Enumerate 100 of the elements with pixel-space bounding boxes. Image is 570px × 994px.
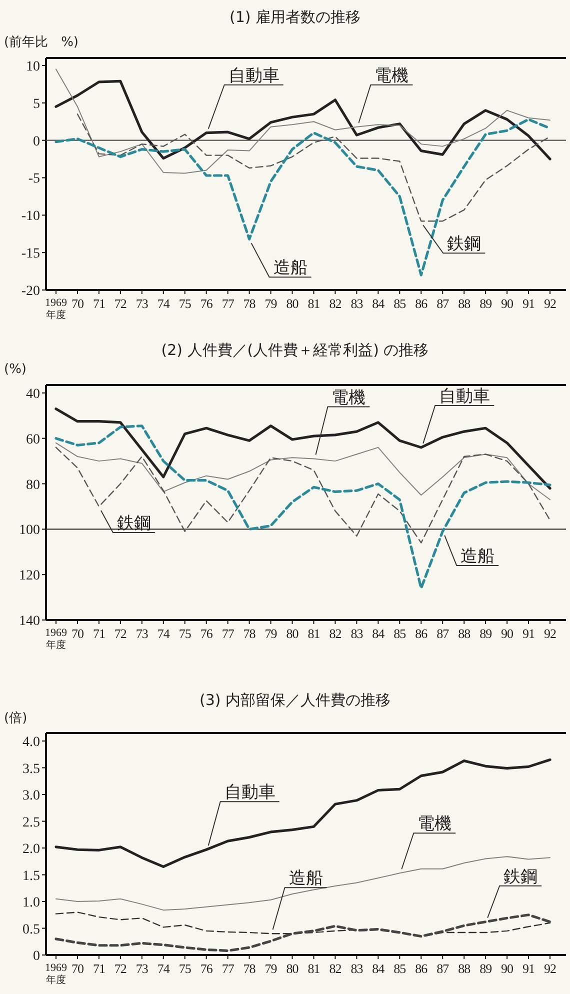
y-axis-title: (前年比 %) bbox=[4, 35, 78, 50]
series-label: 自動車 bbox=[228, 66, 280, 86]
x-tick-label: 76 bbox=[200, 626, 214, 641]
series-label: 自動車 bbox=[439, 386, 490, 406]
x-tick-label: 70 bbox=[71, 296, 84, 311]
y-tick-label: 60 bbox=[26, 432, 40, 448]
x-tick-label: 84 bbox=[372, 626, 386, 641]
y-tick-label: 100 bbox=[19, 523, 40, 538]
line-series bbox=[54, 424, 552, 590]
x-tick-label: 73 bbox=[136, 961, 148, 976]
x-tick-label: 79 bbox=[264, 296, 277, 311]
x-tick-label: 88 bbox=[458, 626, 470, 641]
x-tick-label: 76 bbox=[200, 296, 214, 311]
x-tick-label: 88 bbox=[458, 296, 470, 311]
x-tick-label: 80 bbox=[286, 961, 298, 976]
x-tick-label: 75 bbox=[178, 961, 191, 976]
line-series bbox=[54, 914, 552, 952]
x-tick-label: 90 bbox=[501, 961, 514, 976]
y-tick-label: 140 bbox=[19, 614, 40, 629]
x-tick-label: 79 bbox=[264, 961, 277, 976]
x-tick-label: 80 bbox=[286, 296, 298, 311]
text: 造船 bbox=[288, 868, 323, 889]
x-tick-label: 70 bbox=[71, 961, 84, 976]
x-tick-label: 81 bbox=[308, 961, 320, 976]
x-tick-label: 76 bbox=[200, 961, 214, 976]
x-tick-label: 70 bbox=[71, 626, 84, 641]
line-series bbox=[56, 856, 550, 911]
x-tick-label: 92 bbox=[544, 296, 556, 311]
x-tick-label: 71 bbox=[92, 961, 105, 976]
x-tick-label: 1969年度 bbox=[45, 297, 68, 321]
y-tick-label: 10 bbox=[26, 59, 40, 74]
line-series bbox=[56, 68, 550, 174]
line-series bbox=[56, 442, 550, 500]
x-tick-label: 77 bbox=[222, 626, 235, 641]
y-tick-label: 1.0 bbox=[22, 896, 40, 911]
x-tick-label: 83 bbox=[350, 626, 363, 641]
line-series bbox=[54, 758, 552, 868]
y-tick-label: 80 bbox=[26, 478, 40, 493]
y-tick-label: 5 bbox=[33, 96, 40, 112]
chart-title: (2) 人件費／(人件費＋経常利益) の推移 bbox=[161, 341, 429, 359]
y-tick-label: 0.5 bbox=[22, 922, 40, 938]
x-tick-label: 89 bbox=[480, 296, 492, 311]
x-tick-label: 92 bbox=[544, 961, 556, 976]
x-tick-label: 86 bbox=[415, 626, 428, 641]
y-tick-label: 2.0 bbox=[22, 842, 40, 858]
series-label: 鉄鋼 bbox=[116, 513, 151, 534]
x-tick-label: 71 bbox=[92, 626, 105, 641]
y-tick-label: 0 bbox=[33, 134, 40, 150]
x-tick-label: 90 bbox=[501, 626, 514, 641]
x-tick-label: 73 bbox=[136, 296, 148, 311]
x-tick-label: 90 bbox=[501, 296, 514, 311]
text: 電機 bbox=[332, 388, 366, 408]
x-tick-label: 89 bbox=[480, 961, 492, 976]
x-tick-label: 88 bbox=[458, 961, 470, 976]
x-tick-label: 82 bbox=[329, 296, 342, 311]
x-tick-label: 72 bbox=[114, 626, 126, 641]
line-series bbox=[55, 446, 551, 544]
x-tick-label: 73 bbox=[136, 626, 148, 641]
y-tick-label: 120 bbox=[19, 568, 40, 584]
x-tick-label: 81 bbox=[308, 626, 320, 641]
x-tick-label: 84 bbox=[372, 961, 386, 976]
y-tick-label: 1.5 bbox=[22, 868, 40, 884]
y-tick-label: 4.0 bbox=[22, 735, 40, 750]
y-tick-label: -5 bbox=[28, 172, 40, 187]
x-tick-label: 77 bbox=[222, 961, 235, 976]
x-tick-label: 83 bbox=[350, 296, 363, 311]
x-tick-label: 91 bbox=[522, 961, 535, 976]
x-tick-label: 85 bbox=[394, 961, 406, 976]
y-axis-title: (倍) bbox=[4, 711, 28, 726]
x-tick-label: 89 bbox=[480, 626, 492, 641]
x-tick-label: 84 bbox=[372, 296, 386, 311]
y-tick-label: -15 bbox=[21, 246, 40, 262]
x-tick-label: 72 bbox=[114, 296, 126, 311]
x-tick-label: 86 bbox=[415, 296, 428, 311]
y-tick-label: -20 bbox=[21, 284, 40, 299]
x-tick-label: 74 bbox=[157, 626, 170, 641]
x-tick-label: 78 bbox=[243, 961, 256, 976]
x-tick-label: 78 bbox=[243, 626, 256, 641]
x-tick-label: 74 bbox=[157, 961, 170, 976]
x-tick-label: 81 bbox=[308, 296, 320, 311]
x-tick-label: 80 bbox=[286, 626, 298, 641]
x-tick-label: 77 bbox=[222, 296, 235, 311]
x-tick-label: 87 bbox=[436, 626, 450, 641]
x-tick-label: 74 bbox=[157, 296, 170, 311]
x-tick-label: 75 bbox=[178, 296, 191, 311]
x-tick-label: 78 bbox=[243, 296, 256, 311]
y-tick-label: 0 bbox=[33, 949, 40, 964]
x-tick-label: 83 bbox=[350, 961, 363, 976]
x-tick-label: 92 bbox=[544, 626, 556, 641]
series-label: 電機 bbox=[418, 814, 452, 834]
x-tick-label: 86 bbox=[415, 961, 428, 976]
line-series bbox=[54, 408, 552, 490]
series-label: 自動車 bbox=[224, 782, 276, 803]
x-tick-label: 1969年度 bbox=[45, 962, 68, 986]
x-tick-label: 79 bbox=[264, 626, 277, 641]
y-tick-label: 40 bbox=[26, 386, 40, 402]
y-tick-label: 3.0 bbox=[22, 788, 40, 804]
x-tick-label: 91 bbox=[522, 626, 535, 641]
chart-title: (1) 雇用者数の推移 bbox=[229, 8, 361, 26]
x-tick-label: 87 bbox=[436, 296, 450, 311]
